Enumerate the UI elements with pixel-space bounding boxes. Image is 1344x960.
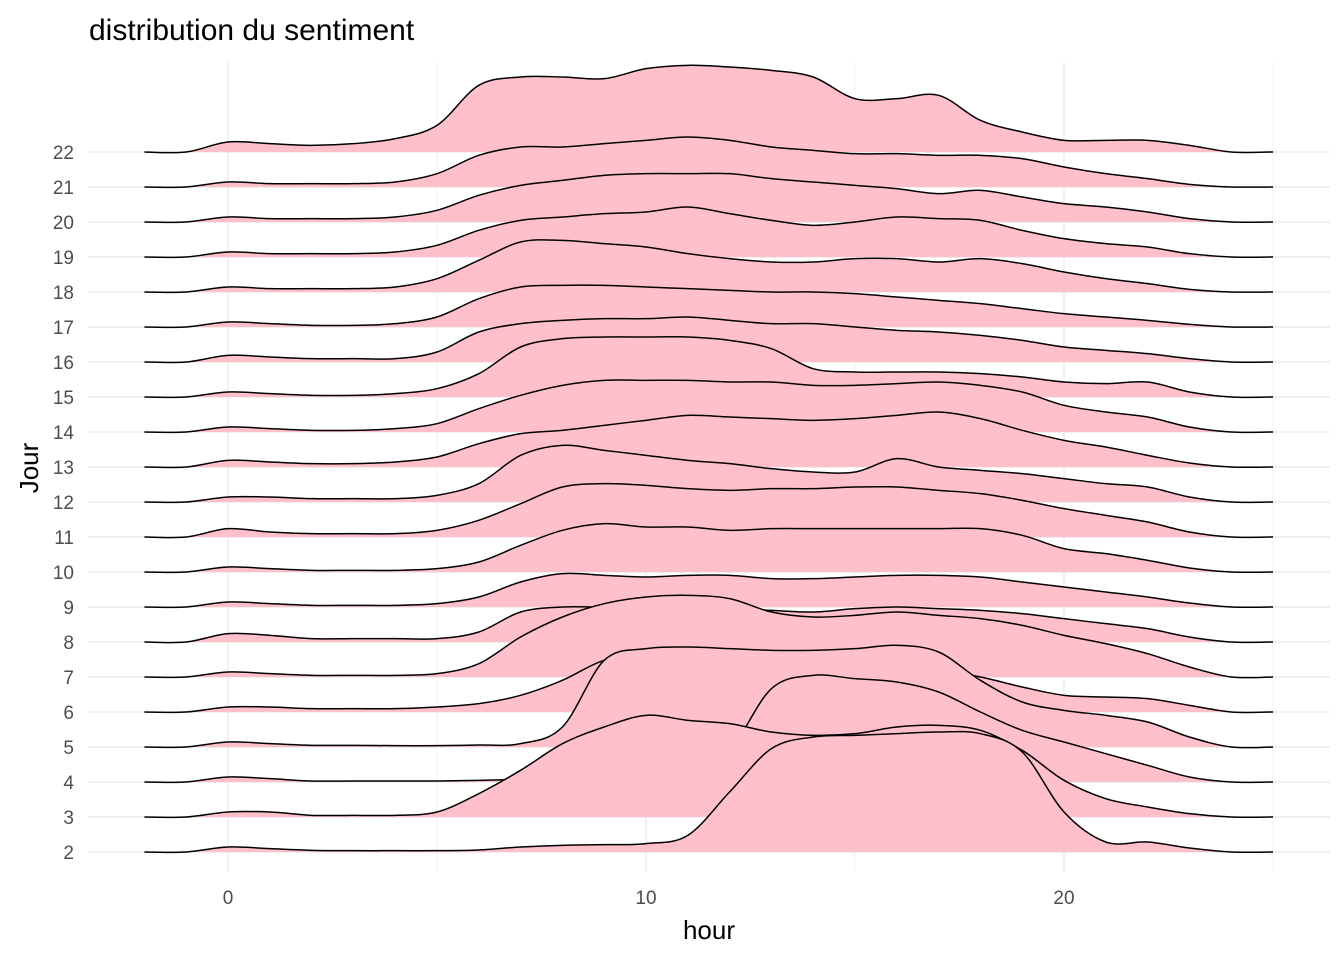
x-tick-label: 20 [1053, 888, 1074, 909]
x-axis-title: hour [683, 915, 735, 945]
y-tick-label: 4 [63, 773, 74, 794]
y-tick-label: 6 [63, 703, 74, 724]
y-axis-title: Jour [14, 442, 44, 493]
y-tick-label: 21 [53, 178, 74, 199]
y-tick-label: 8 [63, 633, 74, 654]
ridge-line-16 [144, 316, 1274, 364]
ridge-fill-10 [144, 523, 1273, 573]
ridge-line-7 [144, 594, 1274, 679]
y-tick-label: 5 [63, 738, 74, 759]
ridge-line-20 [144, 172, 1274, 224]
ridge-line-12 [144, 444, 1274, 504]
ridge-line-13 [144, 411, 1274, 469]
chart-title: distribution du sentiment [89, 14, 415, 47]
y-tick-label: 22 [53, 143, 74, 164]
y-tick-label: 10 [53, 563, 74, 584]
y-tick-label: 15 [53, 388, 74, 409]
y-tick-label: 14 [53, 423, 75, 444]
ridge-fill-7 [144, 595, 1273, 678]
ridge-fill-14 [144, 379, 1273, 433]
ridge-fill-20 [144, 173, 1273, 223]
ridge-fill-15 [144, 336, 1273, 398]
y-tick-label: 3 [63, 808, 74, 829]
ridge-fill-19 [144, 206, 1273, 258]
ridges [144, 64, 1274, 854]
ridge-line-17 [144, 284, 1274, 329]
y-tick-label: 17 [53, 318, 74, 339]
x-tick-label: 0 [223, 888, 234, 909]
x-tick-label: 10 [635, 888, 656, 909]
y-tick-label: 13 [53, 458, 74, 479]
ridge-fill-12 [144, 445, 1273, 503]
ridge-fill-21 [144, 137, 1273, 188]
ridge-line-9 [144, 572, 1274, 609]
ridge-line-15 [144, 336, 1274, 399]
ridge-fill-18 [144, 239, 1273, 293]
y-tick-label: 9 [63, 598, 74, 619]
y-tick-label: 11 [54, 528, 74, 549]
y-tick-label: 2 [63, 843, 74, 864]
ridge-line-22 [144, 64, 1274, 154]
ridge-fill-2 [144, 731, 1273, 853]
y-tick-label: 12 [53, 493, 74, 514]
ridge-line-5 [144, 644, 1274, 749]
ridge-line-14 [144, 379, 1274, 434]
ridge-fill-13 [144, 411, 1273, 468]
ridge-line-10 [144, 522, 1274, 574]
ridge-line-21 [144, 136, 1274, 189]
ridge-line-2 [144, 730, 1274, 854]
y-tick-label: 16 [53, 353, 74, 374]
y-tick-label: 19 [53, 248, 74, 269]
x-tick-labels: 0 10 20 [223, 888, 1075, 909]
ridge-fill-17 [144, 285, 1273, 328]
y-tick-label: 20 [53, 213, 74, 234]
y-tick-label: 18 [53, 283, 74, 304]
ridge-fill-11 [144, 483, 1273, 538]
y-tick-labels: 2 3 4 5 6 7 8 9 10 11 12 13 14 15 16 17 18 19 20 21 22 [53, 143, 75, 864]
y-tick-label: 7 [63, 668, 74, 689]
ridge-line-3 [144, 714, 1274, 819]
ridge-fill-9 [144, 573, 1273, 608]
ridge-line-11 [144, 482, 1274, 539]
ridge-line-19 [144, 206, 1274, 259]
ridge-line-18 [144, 239, 1274, 294]
